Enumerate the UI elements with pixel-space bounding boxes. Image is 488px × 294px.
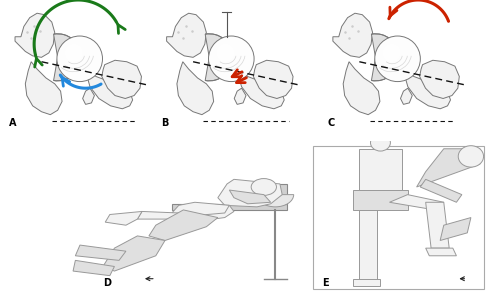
Wedge shape xyxy=(54,34,81,81)
Polygon shape xyxy=(358,210,376,286)
Polygon shape xyxy=(240,184,286,204)
Polygon shape xyxy=(389,195,443,210)
Polygon shape xyxy=(439,218,470,240)
Circle shape xyxy=(208,36,254,82)
Polygon shape xyxy=(177,62,213,115)
Polygon shape xyxy=(253,60,292,98)
Polygon shape xyxy=(400,88,411,104)
Polygon shape xyxy=(148,210,218,240)
Polygon shape xyxy=(343,62,379,115)
Polygon shape xyxy=(218,179,282,207)
Circle shape xyxy=(382,44,400,62)
Circle shape xyxy=(374,36,420,82)
Wedge shape xyxy=(205,34,232,81)
Polygon shape xyxy=(105,211,142,225)
Polygon shape xyxy=(238,71,284,109)
Polygon shape xyxy=(358,149,401,190)
Polygon shape xyxy=(425,202,448,248)
Circle shape xyxy=(251,178,276,196)
Circle shape xyxy=(65,44,82,62)
Polygon shape xyxy=(416,149,479,187)
Text: E: E xyxy=(322,278,328,288)
Polygon shape xyxy=(102,60,141,98)
Polygon shape xyxy=(234,88,245,104)
Polygon shape xyxy=(172,204,286,210)
Polygon shape xyxy=(425,248,455,256)
Polygon shape xyxy=(229,190,270,204)
Wedge shape xyxy=(256,195,293,207)
Polygon shape xyxy=(332,13,372,57)
Polygon shape xyxy=(15,13,55,57)
Polygon shape xyxy=(419,60,458,98)
Polygon shape xyxy=(137,211,179,219)
Polygon shape xyxy=(25,62,62,115)
Circle shape xyxy=(370,134,389,151)
Polygon shape xyxy=(75,245,126,260)
Polygon shape xyxy=(102,236,164,271)
Text: D: D xyxy=(102,278,111,288)
Polygon shape xyxy=(87,71,132,109)
Polygon shape xyxy=(352,279,380,286)
Circle shape xyxy=(57,36,102,82)
Text: C: C xyxy=(326,118,334,128)
Polygon shape xyxy=(166,13,206,57)
Circle shape xyxy=(216,44,234,62)
Polygon shape xyxy=(172,202,229,216)
Polygon shape xyxy=(73,260,114,276)
Wedge shape xyxy=(371,34,398,81)
Circle shape xyxy=(457,146,483,167)
Polygon shape xyxy=(82,88,94,104)
Polygon shape xyxy=(419,179,461,202)
Polygon shape xyxy=(404,71,449,109)
Polygon shape xyxy=(183,205,233,220)
Polygon shape xyxy=(352,190,407,210)
Text: B: B xyxy=(161,118,168,128)
Text: A: A xyxy=(9,118,17,128)
